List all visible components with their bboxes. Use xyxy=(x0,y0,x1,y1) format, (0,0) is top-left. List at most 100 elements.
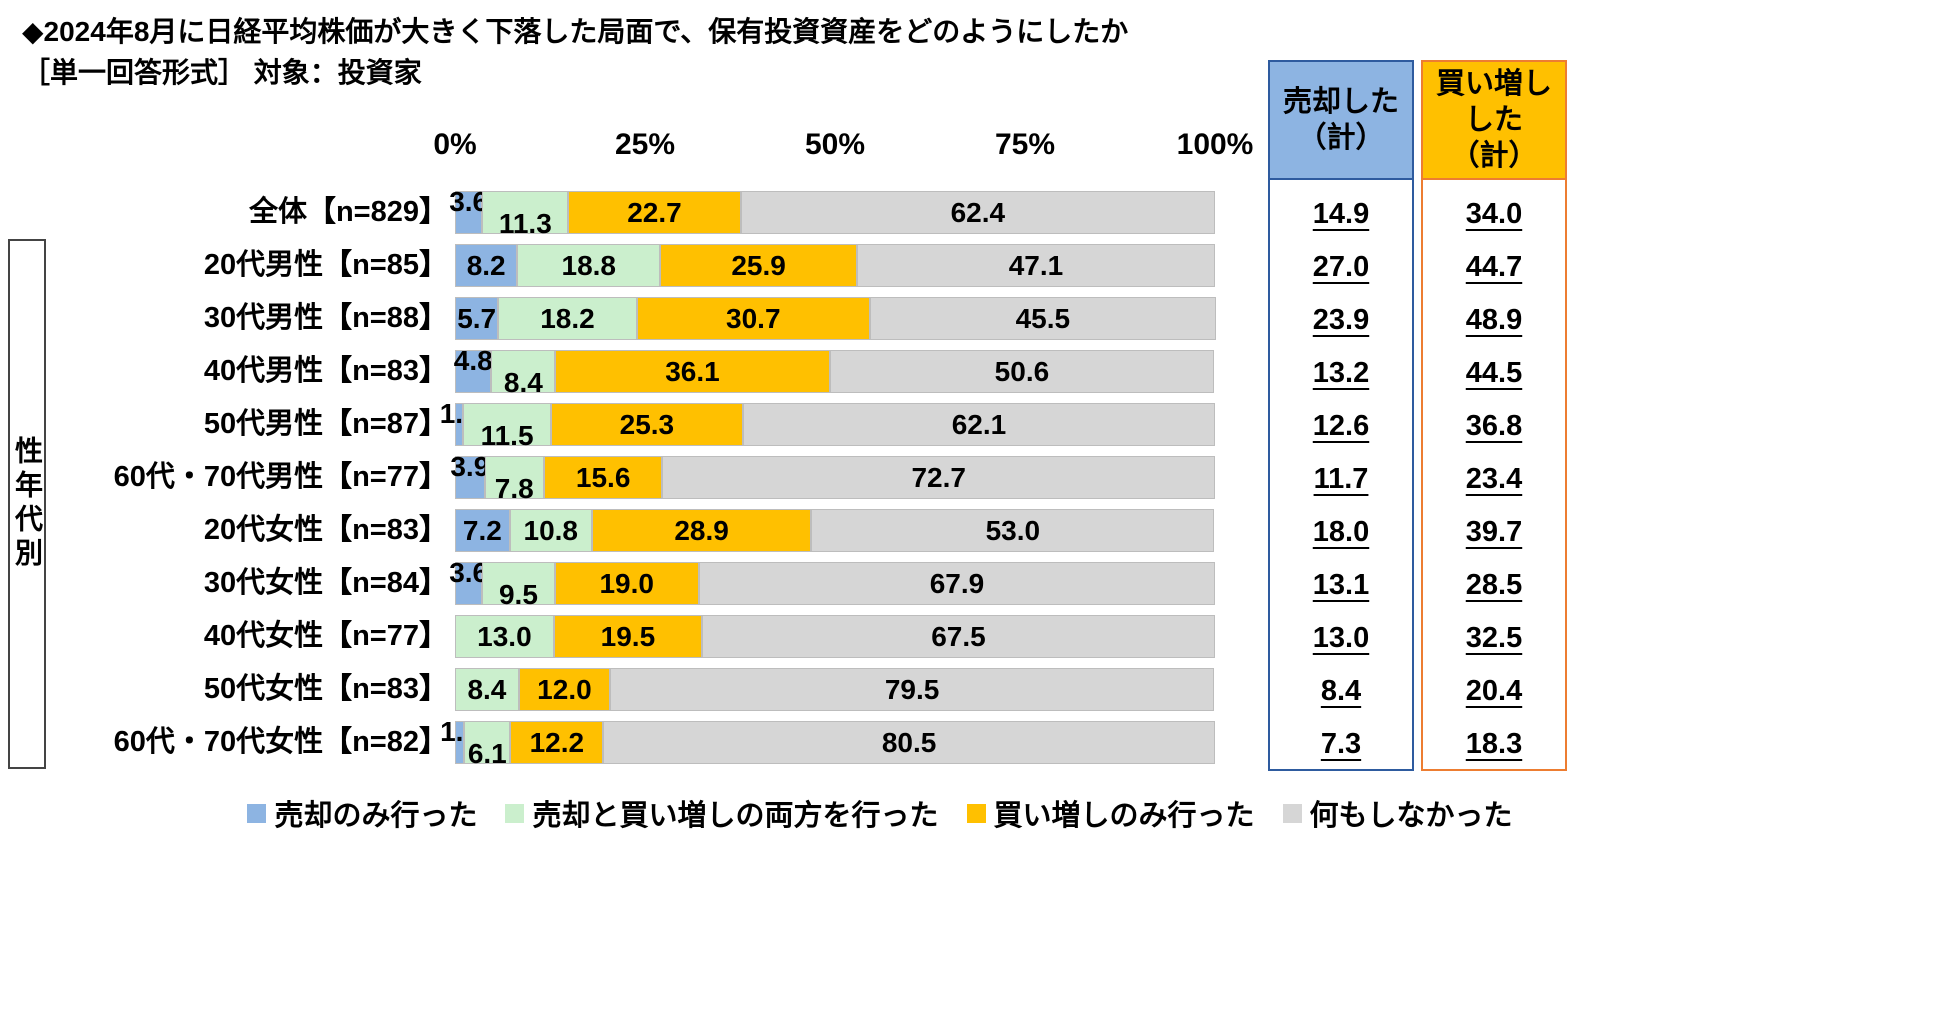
segment-value-label: 18.2 xyxy=(540,302,595,334)
segment-value-label: 3.9 xyxy=(450,450,490,482)
bar-segment: 18.8 xyxy=(517,244,661,287)
bar-segment: 62.1 xyxy=(743,403,1215,446)
bar-segment: 25.9 xyxy=(660,244,858,287)
axis-tick-label: 25% xyxy=(614,128,676,161)
chart-title-line1: ◆2024年8月に日経平均株価が大きく下落した局面で、保有投資資産をどのようにし… xyxy=(22,16,1129,47)
stacked-bar: 4.8 8.4 36.1 50.6 xyxy=(454,346,1215,396)
bar-segment: 12.0 xyxy=(518,668,611,711)
chart-row: 30代男性【n=88】 5.7 18.2 30.7 45.5 xyxy=(0,292,1300,345)
bar-segment: 4.8 xyxy=(454,346,493,393)
summary-value: 12.6 xyxy=(1312,410,1370,442)
segment-value-label: 67.5 xyxy=(931,620,986,652)
segment-value-label: 8.4 xyxy=(503,366,543,398)
bar-segment: 3.6 xyxy=(449,187,488,234)
summary-value: 44.7 xyxy=(1465,251,1523,283)
segment-value-label: 12.2 xyxy=(529,726,585,758)
summary-col-0-header: 売却した （計） xyxy=(1270,62,1412,180)
row-label: 30代女性【n=84】 xyxy=(203,567,448,599)
summary-value: 7.3 xyxy=(1320,728,1362,760)
segment-value-label: 67.9 xyxy=(929,567,985,599)
segment-value-label: 45.5 xyxy=(1015,302,1071,334)
summary-col-0: 売却した （計） 14.9 27.0 23.9 13.2 12.6 11.7 18.0 13.… xyxy=(1268,60,1414,771)
bar-segment: 19.5 xyxy=(553,615,702,658)
row-label: 50代女性【n=83】 xyxy=(203,673,448,705)
segment-value-label: 79.5 xyxy=(884,673,940,705)
bar-segment: 79.5 xyxy=(610,668,1215,711)
stacked-bar: 1.2 6.1 12.2 80.5 xyxy=(440,717,1215,767)
chart-row: 20代女性【n=83】 7.2 10.8 28.9 53.0 xyxy=(0,504,1300,557)
legend-swatch xyxy=(247,803,267,823)
chart-row: 50代男性【n=87】 1.1 11.5 25.3 62.1 xyxy=(0,398,1300,451)
segment-value-label: 19.5 xyxy=(600,620,656,652)
bar-segment: 8.4 xyxy=(491,350,556,396)
summary-value: 13.2 xyxy=(1312,357,1370,389)
segment-value-label: 36.1 xyxy=(665,355,720,387)
segment-value-label: 3.6 xyxy=(449,185,489,217)
row-label: 40代男性【n=83】 xyxy=(203,355,448,387)
segment-value-label: 19.0 xyxy=(599,567,654,599)
segment-value-label: 6.1 xyxy=(467,737,507,769)
segment-value-label: 13.0 xyxy=(477,620,532,652)
segment-value-label: 47.1 xyxy=(1008,249,1064,281)
bar-segment: 8.2 xyxy=(455,244,518,287)
chart-row: 30代女性【n=84】 3.6 9.5 19.0 67.9 xyxy=(0,557,1300,610)
summary-value: 8.4 xyxy=(1320,675,1362,707)
bar-segment: 11.3 xyxy=(482,191,569,237)
legend-item: 売却と買い増しの両方を行った xyxy=(505,792,939,834)
bar-segment: 3.6 xyxy=(449,558,488,605)
bar-segment: 1.2 xyxy=(440,717,479,764)
bar-segment: 62.4 xyxy=(740,191,1215,234)
bar-segment: 67.9 xyxy=(698,562,1215,605)
legend-swatch xyxy=(966,803,986,823)
segment-value-label: 28.9 xyxy=(674,514,729,546)
summary-value: 36.8 xyxy=(1465,410,1523,442)
segment-value-label: 10.8 xyxy=(523,514,579,546)
row-label: 50代男性【n=87】 xyxy=(203,408,448,440)
bar-segment: 50.6 xyxy=(829,350,1215,393)
legend-item: 売却のみ行った xyxy=(247,792,477,834)
bar-segment: 8.4 xyxy=(455,668,519,711)
summary-value: 18.3 xyxy=(1465,728,1523,760)
segment-value-label: 18.8 xyxy=(561,249,617,281)
bar-segment: 12.2 xyxy=(510,721,604,764)
bar-segment: 10.8 xyxy=(509,509,592,552)
stacked-bar: 8.4 12.0 79.5 xyxy=(455,668,1215,711)
bar-segment: 18.2 xyxy=(498,297,637,340)
stacked-bar: 8.2 18.8 25.9 47.1 xyxy=(455,244,1215,287)
bar-segment: 30.7 xyxy=(636,297,870,340)
summary-col-1-header: 買い増し した （計） xyxy=(1423,62,1565,180)
chart-title: ◆2024年8月に日経平均株価が大きく下落した局面で、保有投資資産をどのようにし… xyxy=(22,12,1128,93)
bar-segment: 72.7 xyxy=(662,456,1215,499)
stacked-bar: 1.1 11.5 25.3 62.1 xyxy=(440,399,1215,449)
bar-segment: 13.0 xyxy=(455,615,554,658)
summary-value: 48.9 xyxy=(1465,304,1523,336)
chart-row: 20代男性【n=85】 8.2 18.8 25.9 47.1 xyxy=(0,239,1300,292)
axis-tick-label: 100% xyxy=(1176,128,1254,161)
summary-value: 13.0 xyxy=(1312,622,1370,654)
segment-value-label: 25.3 xyxy=(619,408,675,440)
row-label: 60代・70代女性【n=82】 xyxy=(113,726,448,758)
bar-segment: 5.7 xyxy=(455,297,499,340)
chart-row: 40代男性【n=83】 4.8 8.4 36.1 50.6 xyxy=(0,345,1300,398)
legend-label: 何もしなかった xyxy=(1309,800,1513,832)
row-label: 全体【n=829】 xyxy=(248,196,448,228)
bar-segment: 7.8 xyxy=(484,456,544,502)
bar-segment: 80.5 xyxy=(603,721,1215,764)
stacked-bar: 5.7 18.2 30.7 45.5 xyxy=(455,297,1216,340)
bar-segment: 67.5 xyxy=(701,615,1215,658)
segment-value-label: 5.7 xyxy=(457,302,497,334)
summary-value: 32.5 xyxy=(1465,622,1523,654)
stacked-bar: 7.2 10.8 28.9 53.0 xyxy=(455,509,1215,552)
summary-value: 28.5 xyxy=(1465,569,1523,601)
bar-segment: 28.9 xyxy=(591,509,812,552)
stacked-bar: 3.9 7.8 15.6 72.7 xyxy=(450,452,1215,502)
bar-segment: 15.6 xyxy=(543,456,663,499)
segment-value-label: 80.5 xyxy=(881,726,937,758)
chart-rows: 全体【n=829】 3.6 11.3 22.7 62.4 20代男性【n=85】 8.2 18… xyxy=(0,186,1300,769)
segment-value-label: 62.1 xyxy=(951,408,1007,440)
segment-value-label: 7.8 xyxy=(494,472,534,504)
segment-value-label: 22.7 xyxy=(627,196,682,228)
bar-segment: 22.7 xyxy=(568,191,741,234)
summary-value: 13.1 xyxy=(1312,569,1370,601)
